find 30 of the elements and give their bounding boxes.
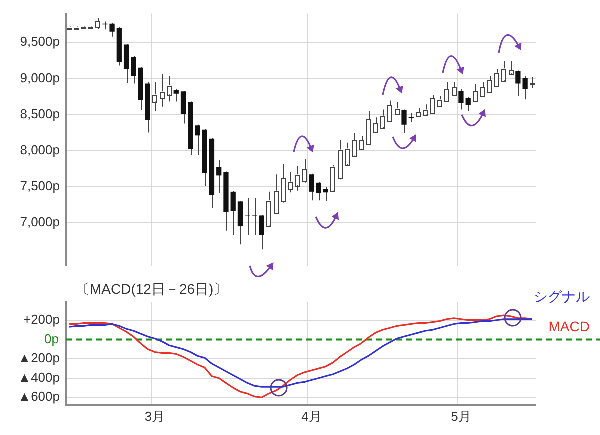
y-tick-label: 7,500p <box>20 178 60 194</box>
y-tick-label: +200p <box>23 312 60 327</box>
series-label: シグナル <box>534 288 590 304</box>
candlestick <box>131 56 136 84</box>
candlestick <box>416 108 422 118</box>
candlestick <box>466 96 471 112</box>
y-tick-label: 9,500p <box>20 34 60 50</box>
x-tick-label: 5月 <box>451 408 472 424</box>
candlestick <box>110 22 115 38</box>
candlestick <box>252 198 258 236</box>
y-tick-label: 8,500p <box>20 106 60 122</box>
y-tick-label: 8,000p <box>20 142 60 158</box>
series-label: MACD <box>548 318 590 334</box>
y-tick-label: ▲200p <box>18 350 60 366</box>
candlestick <box>522 76 528 100</box>
y-tick-label: 9,000p <box>20 70 60 86</box>
candlestick <box>195 124 200 156</box>
y-tick-label: ▲400p <box>18 370 60 385</box>
y-tick-label: 7,000p <box>20 214 60 230</box>
candlestick <box>174 89 179 102</box>
candlestick <box>230 190 236 236</box>
candlestick <box>316 182 322 202</box>
y-tick-label: ▲600p <box>18 389 60 404</box>
candlestick <box>180 90 186 124</box>
x-tick-label: 3月 <box>144 408 166 424</box>
candlestick <box>216 160 222 194</box>
x-tick-label: 4月 <box>302 408 322 424</box>
chart-title: 〔MACD(12日－26日)〕 <box>76 280 228 297</box>
candlestick <box>309 173 314 202</box>
ref-line-label: 0p <box>44 331 59 346</box>
